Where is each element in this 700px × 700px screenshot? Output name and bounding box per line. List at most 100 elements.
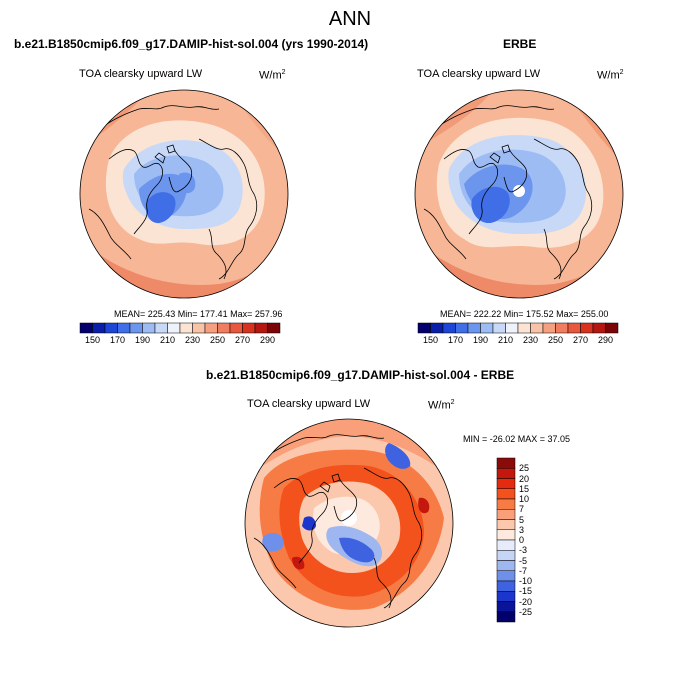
colorbar-tick-label: -15 [519, 586, 533, 597]
panel-model-units: W/m2 [259, 69, 286, 82]
colorbar-tick-label: 190 [472, 335, 489, 345]
colorbar-tick-label: 290 [597, 335, 614, 345]
colorbar-swatch [204, 322, 218, 334]
colorbar-swatch [492, 322, 506, 334]
panel-diff-colorbar-labels: 25 20 15 10 7 5 3 0 -3 -5 -7 -10 -15 -20 -25 [519, 458, 559, 622]
colorbar-tick-label: 25 [519, 463, 530, 474]
colorbar-swatch [129, 322, 143, 334]
colorbar-swatch [496, 580, 516, 592]
panel-obs-title: ERBE [503, 37, 537, 51]
colorbar-tick-label: 10 [519, 494, 530, 504]
colorbar-tick-label: 170 [447, 335, 464, 345]
colorbar-swatch [517, 322, 531, 334]
colorbar-swatch [117, 322, 131, 334]
colorbar-swatch [496, 611, 516, 623]
colorbar-tick-label: 150 [84, 335, 101, 345]
colorbar-swatch [467, 322, 481, 334]
panel-diff-variable: TOA clearsky upward LW [247, 398, 371, 410]
colorbar-swatch [480, 322, 494, 334]
colorbar-tick-label: -3 [519, 545, 528, 556]
colorbar-swatch [505, 322, 519, 334]
colorbar-tick-label: 150 [422, 335, 439, 345]
colorbar-tick-label: -5 [519, 555, 528, 566]
panel-obs-map [414, 89, 624, 299]
colorbar-swatch [496, 478, 516, 489]
colorbar-swatch [104, 322, 118, 334]
colorbar-tick-label: 190 [134, 335, 151, 345]
panel-diff-title: b.e21.B1850cmip6.f09_g17.DAMIP-hist-sol.… [206, 368, 515, 382]
colorbar-tick-label: -20 [519, 596, 533, 607]
panel-diff-units: W/m2 [428, 399, 455, 412]
colorbar-tick-label: -10 [519, 576, 533, 586]
colorbar-swatch [496, 570, 516, 582]
panel-diff-map [244, 418, 454, 628]
panel-model-stats: MEAN= 225.43 Min= 177.41 Max= 257.96 [114, 309, 283, 319]
colorbar-swatch [154, 322, 168, 334]
colorbar-tick-label: 230 [184, 335, 201, 345]
colorbar-swatch [455, 322, 469, 334]
colorbar-tick-label: 210 [497, 335, 514, 345]
panel-model-title: b.e21.B1850cmip6.f09_g17.DAMIP-hist-sol.… [14, 37, 369, 51]
colorbar-swatch [242, 322, 256, 334]
colorbar-swatch [496, 509, 516, 520]
colorbar-swatch [555, 322, 569, 334]
panel-obs-colorbar-labels: 150 170 190 210 230 250 270 290 [418, 335, 618, 347]
colorbar-swatch [496, 591, 516, 602]
colorbar-tick-label: 230 [522, 335, 539, 345]
colorbar-swatch [267, 322, 281, 334]
colorbar-swatch [567, 322, 581, 334]
colorbar-swatch [496, 468, 516, 479]
colorbar-swatch [417, 322, 431, 334]
colorbar-tick-label: 250 [209, 335, 226, 345]
colorbar-tick-label: 210 [159, 335, 176, 345]
colorbar-swatch [167, 322, 181, 334]
panel-diff-colorbar [496, 457, 516, 623]
colorbar-swatch [442, 322, 456, 334]
colorbar-swatch [496, 519, 516, 530]
panel-obs-stats: MEAN= 222.22 Min= 175.52 Max= 255.00 [440, 309, 609, 319]
colorbar-swatch [496, 560, 516, 571]
colorbar-tick-label: 5 [519, 514, 525, 525]
colorbar-swatch [605, 322, 619, 334]
colorbar-swatch [254, 322, 268, 334]
colorbar-swatch [92, 322, 106, 334]
colorbar-swatch [530, 322, 544, 334]
colorbar-tick-label: 270 [234, 335, 251, 345]
colorbar-tick-label: -7 [519, 565, 528, 576]
panel-model-variable: TOA clearsky upward LW [79, 68, 203, 80]
panel-obs-colorbar [417, 322, 619, 334]
colorbar-swatch [192, 322, 206, 334]
colorbar-swatch [496, 498, 516, 510]
colorbar-swatch [580, 322, 594, 334]
colorbar-swatch [496, 539, 516, 551]
colorbar-tick-label: 7 [519, 504, 525, 515]
colorbar-swatch [496, 488, 516, 500]
colorbar-tick-label: 250 [547, 335, 564, 345]
colorbar-tick-label: 170 [109, 335, 126, 345]
colorbar-swatch [142, 322, 156, 334]
colorbar-swatch [217, 322, 231, 334]
panel-model-map [79, 89, 289, 299]
colorbar-swatch [179, 322, 193, 334]
panel-obs-units: W/m2 [597, 69, 624, 82]
colorbar-tick-label: 290 [259, 335, 276, 345]
colorbar-swatch [496, 457, 516, 469]
colorbar-tick-label: 0 [519, 535, 525, 545]
colorbar-swatch [430, 322, 444, 334]
colorbar-tick-label: 15 [519, 483, 530, 494]
colorbar-tick-label: 270 [572, 335, 589, 345]
colorbar-swatch [79, 322, 93, 334]
panel-diff-stats: MIN = -26.02 MAX = 37.05 [463, 434, 571, 444]
colorbar-swatch [229, 322, 243, 334]
colorbar-swatch [542, 322, 556, 334]
colorbar-swatch [496, 601, 516, 612]
colorbar-tick-label: 3 [519, 524, 525, 535]
colorbar-swatch [496, 550, 516, 561]
colorbar-tick-label: -25 [519, 606, 533, 617]
panel-model-colorbar-labels: 150 170 190 210 230 250 270 290 [80, 335, 280, 347]
panel-model-colorbar [79, 322, 281, 334]
colorbar-tick-label: 20 [519, 473, 530, 484]
colorbar-swatch [592, 322, 606, 334]
figure-title: ANN [328, 8, 372, 30]
panel-obs-variable: TOA clearsky upward LW [417, 68, 541, 80]
